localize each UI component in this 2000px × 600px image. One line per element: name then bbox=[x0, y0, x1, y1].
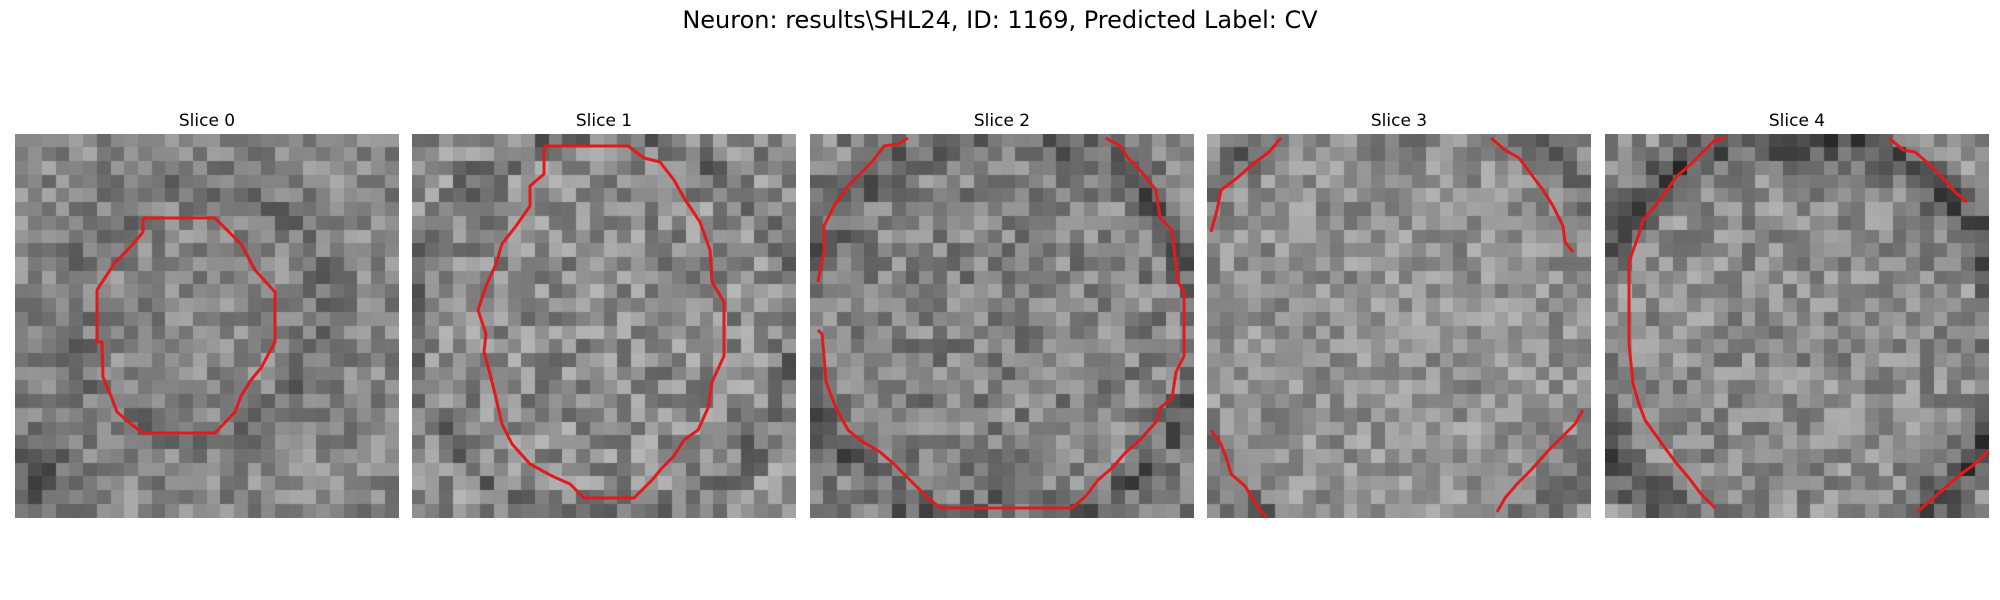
slice-panel-3: Slice 3 bbox=[1207, 108, 1591, 518]
slice-image bbox=[1605, 134, 1989, 518]
figure-title: Neuron: results\SHL24, ID: 1169, Predict… bbox=[682, 6, 1318, 34]
slice-image bbox=[810, 134, 1194, 518]
slice-panel-4: Slice 4 bbox=[1605, 108, 1989, 518]
contour-line bbox=[1209, 429, 1269, 518]
roi-contour bbox=[1209, 136, 1585, 518]
slice-panel-0: Slice 0 bbox=[15, 108, 399, 518]
slice-panel-1: Slice 1 bbox=[412, 108, 796, 518]
roi-contour bbox=[1627, 136, 1989, 514]
contour-line bbox=[1490, 136, 1575, 253]
grayscale-image bbox=[1207, 134, 1591, 518]
contour-line bbox=[816, 136, 1186, 510]
roi-contour bbox=[816, 136, 1186, 510]
contour-line bbox=[95, 216, 277, 435]
slice-title: Slice 3 bbox=[1370, 111, 1428, 131]
contour-line bbox=[1916, 448, 1989, 514]
roi-contour bbox=[95, 216, 277, 435]
slice-image bbox=[1207, 134, 1591, 518]
contour-line bbox=[1495, 409, 1585, 513]
contour-line bbox=[1209, 137, 1283, 233]
contour-line bbox=[1627, 136, 1728, 510]
slice-title: Slice 4 bbox=[1768, 111, 1826, 131]
slice-image bbox=[412, 134, 796, 518]
contour-line bbox=[476, 144, 726, 500]
grayscale-image bbox=[412, 134, 796, 518]
slice-title: Slice 1 bbox=[575, 111, 633, 131]
grayscale-image bbox=[810, 134, 1194, 518]
contour-line bbox=[1888, 136, 1968, 204]
slice-title: Slice 2 bbox=[973, 111, 1031, 131]
slice-panel-2: Slice 2 bbox=[810, 108, 1194, 518]
slice-title: Slice 0 bbox=[178, 111, 236, 131]
roi-contour bbox=[476, 144, 726, 500]
contour-line bbox=[816, 136, 909, 283]
slice-image bbox=[15, 134, 399, 518]
grayscale-image bbox=[15, 134, 399, 518]
